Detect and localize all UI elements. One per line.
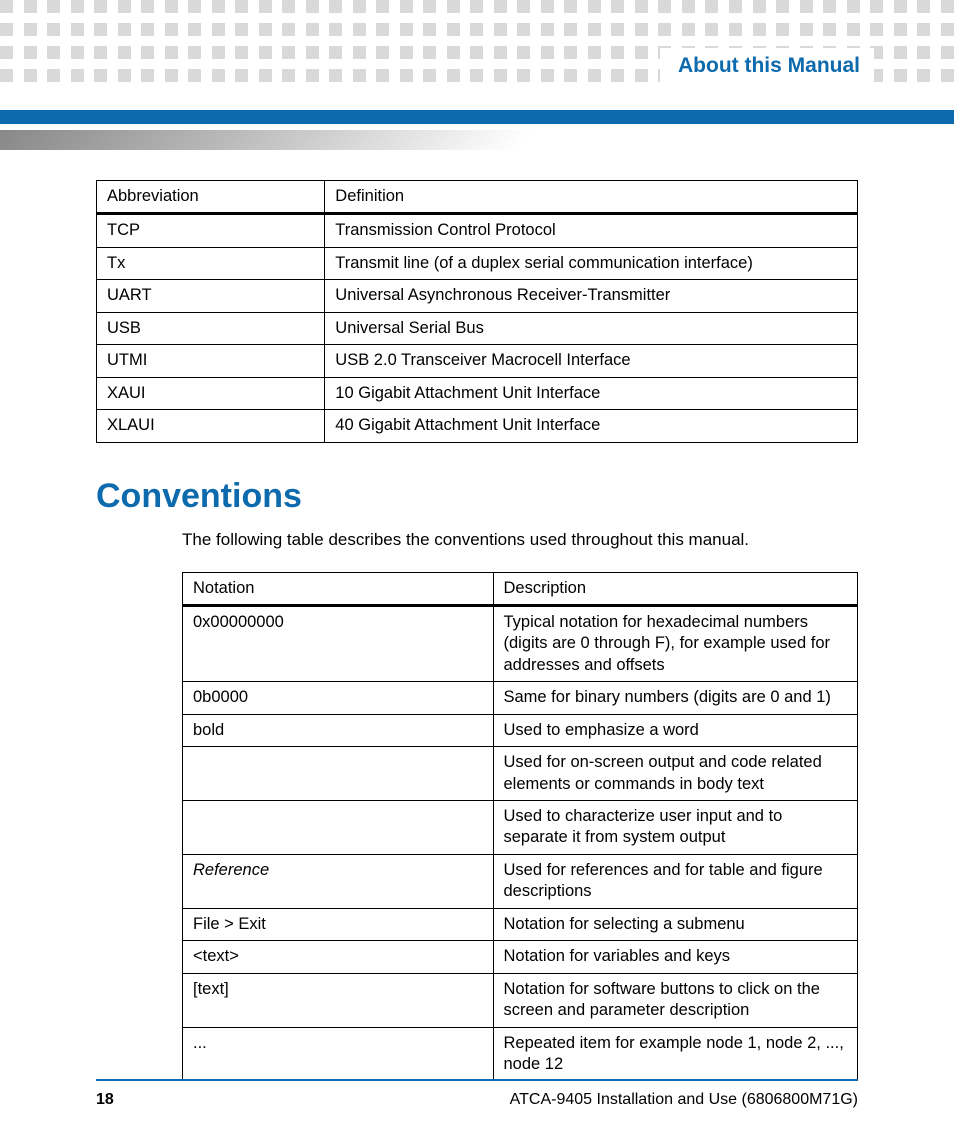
col-header-definition: Definition	[325, 181, 858, 214]
section-heading-conventions: Conventions	[96, 477, 858, 516]
table-row: Used for on-screen output and code relat…	[183, 747, 858, 801]
cell-notation: 0x00000000	[183, 605, 494, 681]
table-row: UARTUniversal Asynchronous Receiver-Tran…	[97, 280, 858, 312]
cell-description: Used to characterize user input and to s…	[493, 801, 858, 855]
header-section-label: About this Manual	[660, 48, 874, 84]
table-row: 0b0000Same for binary numbers (digits ar…	[183, 682, 858, 714]
table-row: UTMIUSB 2.0 Transceiver Macrocell Interf…	[97, 345, 858, 377]
table-row: File > ExitNotation for selecting a subm…	[183, 908, 858, 940]
table-row: [text]Notation for software buttons to c…	[183, 973, 858, 1027]
header-blue-bar	[0, 110, 954, 124]
cell-description: Notation for variables and keys	[493, 941, 858, 973]
cell-definition: 40 Gigabit Attachment Unit Interface	[325, 410, 858, 442]
section-intro: The following table describes the conven…	[182, 530, 858, 550]
cell-notation: bold	[183, 714, 494, 746]
table-row: boldUsed to emphasize a word	[183, 714, 858, 746]
cell-definition: Transmission Control Protocol	[325, 214, 858, 247]
cell-abbrev: XAUI	[97, 377, 325, 409]
cell-notation: [text]	[183, 973, 494, 1027]
cell-description: Used to emphasize a word	[493, 714, 858, 746]
cell-description: Same for binary numbers (digits are 0 an…	[493, 682, 858, 714]
cell-abbrev: UTMI	[97, 345, 325, 377]
table-row: Used to characterize user input and to s…	[183, 801, 858, 855]
table-row: TxTransmit line (of a duplex serial comm…	[97, 247, 858, 279]
table-header-row: Notation Description	[183, 572, 858, 605]
conventions-table: Notation Description 0x00000000Typical n…	[182, 572, 858, 1082]
cell-description: Typical notation for hexadecimal numbers…	[493, 605, 858, 681]
cell-notation: 0b0000	[183, 682, 494, 714]
cell-abbrev: UART	[97, 280, 325, 312]
content-area: Abbreviation Definition TCPTransmission …	[96, 180, 858, 1081]
cell-abbrev: TCP	[97, 214, 325, 247]
cell-definition: 10 Gigabit Attachment Unit Interface	[325, 377, 858, 409]
cell-description: Notation for selecting a submenu	[493, 908, 858, 940]
table-row: USBUniversal Serial Bus	[97, 312, 858, 344]
doc-title: ATCA-9405 Installation and Use (6806800M…	[510, 1091, 858, 1109]
page-footer: 18 ATCA-9405 Installation and Use (68068…	[96, 1079, 858, 1109]
cell-description: Repeated item for example node 1, node 2…	[493, 1027, 858, 1081]
table-row: TCPTransmission Control Protocol	[97, 214, 858, 247]
cell-description: Used for on-screen output and code relat…	[493, 747, 858, 801]
cell-abbrev: XLAUI	[97, 410, 325, 442]
cell-description: Notation for software buttons to click o…	[493, 973, 858, 1027]
col-header-description: Description	[493, 572, 858, 605]
col-header-abbrev: Abbreviation	[97, 181, 325, 214]
cell-notation: File > Exit	[183, 908, 494, 940]
cell-definition: Universal Serial Bus	[325, 312, 858, 344]
cell-notation	[183, 801, 494, 855]
cell-abbrev: USB	[97, 312, 325, 344]
page: About this Manual Abbreviation Definitio…	[0, 0, 954, 1145]
cell-notation	[183, 747, 494, 801]
cell-definition: Universal Asynchronous Receiver-Transmit…	[325, 280, 858, 312]
table-row: ...Repeated item for example node 1, nod…	[183, 1027, 858, 1081]
cell-abbrev: Tx	[97, 247, 325, 279]
col-header-notation: Notation	[183, 572, 494, 605]
table-header-row: Abbreviation Definition	[97, 181, 858, 214]
header-grey-wedge	[0, 130, 954, 150]
cell-notation: ...	[183, 1027, 494, 1081]
cell-description: Used for references and for table and fi…	[493, 854, 858, 908]
table-row: XLAUI40 Gigabit Attachment Unit Interfac…	[97, 410, 858, 442]
cell-notation: Reference	[183, 854, 494, 908]
abbreviations-table: Abbreviation Definition TCPTransmission …	[96, 180, 858, 443]
cell-notation: <text>	[183, 941, 494, 973]
table-row: <text>Notation for variables and keys	[183, 941, 858, 973]
table-row: 0x00000000Typical notation for hexadecim…	[183, 605, 858, 681]
cell-definition: USB 2.0 Transceiver Macrocell Interface	[325, 345, 858, 377]
table-row: XAUI10 Gigabit Attachment Unit Interface	[97, 377, 858, 409]
cell-definition: Transmit line (of a duplex serial commun…	[325, 247, 858, 279]
page-number: 18	[96, 1091, 114, 1109]
table-row: ReferenceUsed for references and for tab…	[183, 854, 858, 908]
